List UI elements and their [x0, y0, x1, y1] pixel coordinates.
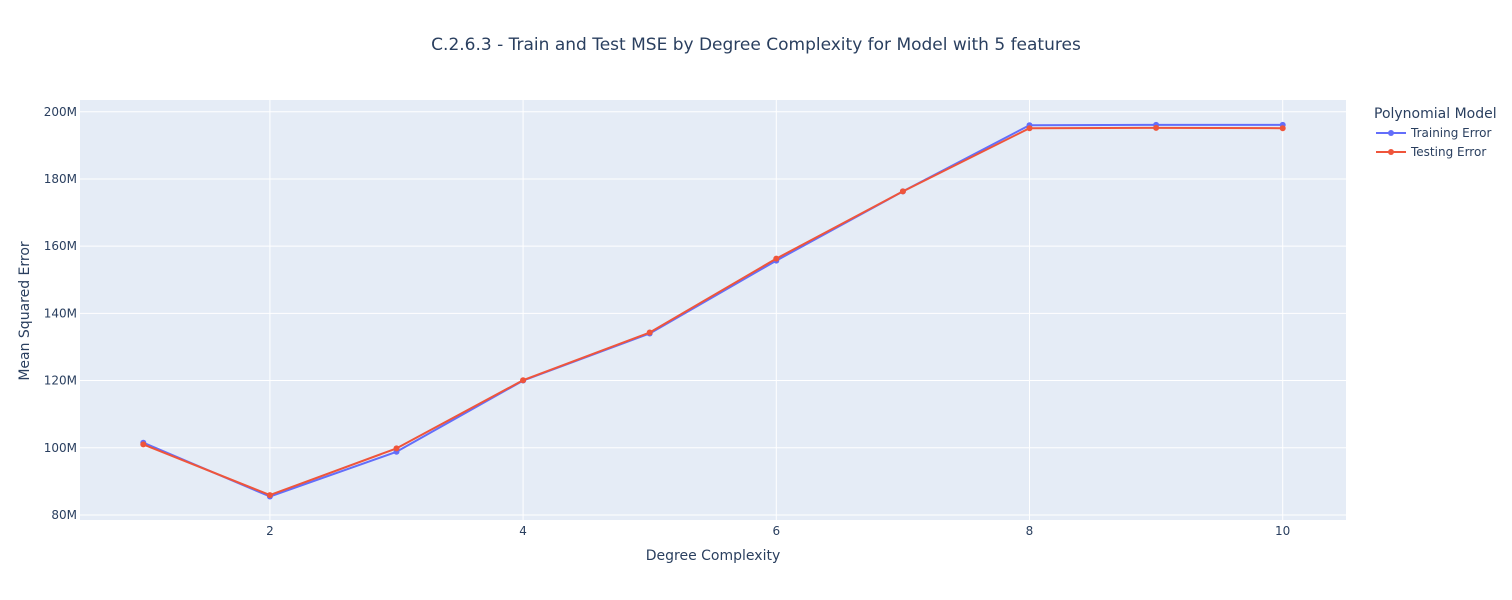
chart-title: C.2.6.3 - Train and Test MSE by Degree C… [431, 35, 1081, 55]
data-point-testing-error[interactable] [646, 329, 653, 336]
data-point-testing-error[interactable] [1153, 124, 1160, 131]
grid-layer [80, 100, 1346, 520]
y-tick-label: 200M [44, 105, 77, 119]
y-tick-label: 100M [44, 441, 77, 455]
data-point-testing-error[interactable] [773, 255, 780, 262]
data-point-testing-error[interactable] [899, 188, 906, 195]
y-tick-label: 120M [44, 374, 77, 388]
x-tick-label: 6 [772, 524, 780, 538]
x-tick-label: 4 [519, 524, 527, 538]
x-axis-title: Degree Complexity [646, 548, 780, 564]
series-line-training-error[interactable] [142, 123, 1283, 498]
legend-swatch-marker [1388, 149, 1394, 155]
data-point-testing-error[interactable] [520, 377, 527, 384]
tick-layer: 2 4 6 8 10 80M 100M 120M 140M 160M 180M 200M [44, 105, 1291, 538]
data-point-testing-error[interactable] [266, 492, 273, 499]
legend-item-training-error[interactable]: Training Error [1376, 126, 1491, 140]
x-tick-label: 10 [1275, 524, 1290, 538]
x-tick-label: 2 [266, 524, 274, 538]
legend-label: Training Error [1410, 126, 1491, 140]
y-tick-label: 180M [44, 172, 77, 186]
legend[interactable]: Polynomial Model Training Error Testing E… [1374, 106, 1497, 159]
y-tick-label: 140M [44, 306, 77, 320]
plot-area [80, 100, 1346, 520]
legend-item-testing-error[interactable]: Testing Error [1376, 145, 1486, 159]
y-tick-label: 80M [51, 508, 77, 522]
legend-title: Polynomial Model [1374, 106, 1497, 122]
y-tick-label: 160M [44, 239, 77, 253]
legend-items: Training Error Testing Error [1376, 126, 1491, 159]
data-point-testing-error[interactable] [393, 445, 400, 452]
x-tick-label: 8 [1026, 524, 1034, 538]
legend-swatch-marker [1388, 130, 1394, 136]
data-point-testing-error[interactable] [1279, 125, 1286, 132]
y-axis-title: Mean Squared Error [17, 241, 33, 381]
legend-label: Testing Error [1410, 145, 1486, 159]
data-point-testing-error[interactable] [140, 441, 147, 448]
series-layer [140, 121, 1286, 500]
data-point-testing-error[interactable] [1026, 125, 1033, 132]
series-line-testing-error[interactable] [142, 126, 1283, 497]
